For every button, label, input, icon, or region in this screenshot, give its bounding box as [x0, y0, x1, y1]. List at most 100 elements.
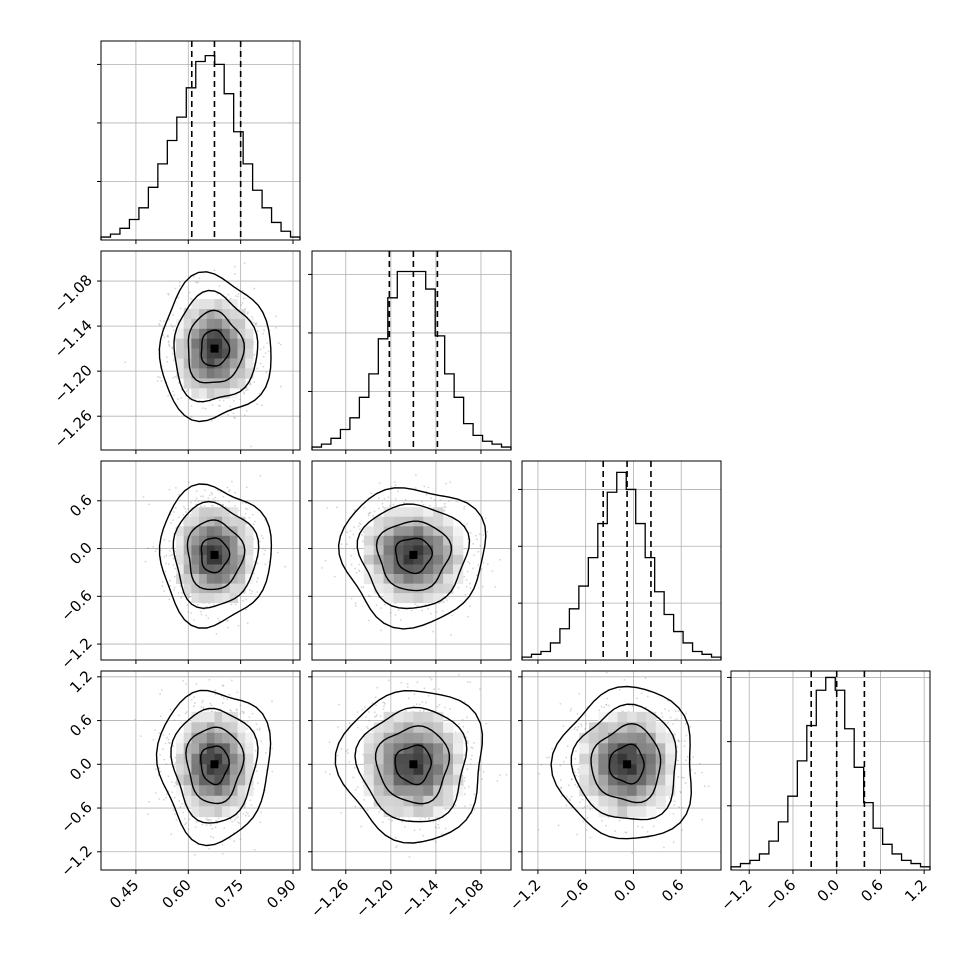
sample-point [353, 766, 356, 769]
sample-point [239, 398, 242, 401]
sample-point [359, 807, 362, 810]
sample-point [481, 585, 484, 588]
sample-point [249, 382, 252, 385]
sample-point [353, 526, 356, 528]
sample-point [466, 570, 469, 573]
sample-point [458, 673, 460, 676]
density-cell [245, 338, 254, 349]
sample-point [234, 504, 236, 507]
sample-point [163, 758, 166, 761]
density-cell [229, 583, 238, 594]
sample-point [251, 315, 254, 318]
sample-point [463, 793, 466, 796]
sample-point [376, 686, 379, 689]
sample-point [445, 482, 447, 485]
sample-point [197, 499, 200, 502]
density-cell [413, 574, 424, 584]
density-cell [214, 526, 223, 537]
sample-point [264, 751, 267, 754]
sample-point [228, 489, 231, 491]
density-cell [183, 318, 192, 330]
density-peak [210, 760, 219, 769]
sample-point [466, 716, 469, 719]
sample-point [482, 770, 485, 773]
sample-point [252, 523, 255, 526]
density-cell [383, 535, 394, 546]
sample-point [395, 710, 398, 712]
density-cell [176, 328, 185, 340]
sample-point [200, 706, 203, 708]
sample-point [468, 562, 471, 565]
density-cell [206, 711, 215, 723]
sample-point [227, 293, 230, 296]
density-cell [206, 743, 215, 755]
density-cell [229, 764, 238, 776]
sample-point [389, 611, 392, 614]
density-cell [183, 348, 192, 359]
density-cell [199, 774, 208, 786]
sample-point [208, 847, 211, 850]
sample-point [205, 614, 208, 617]
sample-point [173, 589, 176, 591]
sample-point [173, 586, 176, 589]
density-cell [199, 574, 208, 584]
histogram-step [521, 471, 722, 660]
sample-point [195, 497, 198, 500]
density-cell [199, 785, 208, 797]
density-cell [229, 299, 238, 310]
sample-point [340, 543, 343, 545]
y-tick-label: −0.6 [57, 586, 95, 624]
density-cell [199, 378, 208, 389]
sample-point [190, 405, 193, 407]
sample-point [428, 817, 431, 820]
sample-point [232, 412, 235, 415]
sample-point [383, 603, 386, 606]
sample-point [394, 836, 397, 839]
sample-point [147, 547, 150, 550]
sample-point [179, 806, 182, 808]
sample-point [237, 293, 240, 295]
sample-point [486, 530, 489, 533]
sample-point [340, 811, 343, 814]
sample-point [451, 614, 453, 617]
sample-point [245, 811, 248, 814]
density-cell [206, 309, 215, 320]
sample-point [439, 499, 442, 501]
sample-point [338, 703, 340, 706]
sample-point [482, 534, 485, 536]
sample-point [361, 708, 364, 711]
sample-point [437, 688, 440, 690]
sample-point [464, 593, 467, 596]
sample-point [241, 710, 243, 713]
sample-point [159, 376, 161, 379]
density-cell [222, 574, 231, 584]
sample-point [168, 345, 171, 347]
sample-point [222, 697, 225, 700]
density-cell [214, 378, 223, 389]
density-cell [214, 358, 223, 369]
sample-point [430, 497, 432, 500]
sample-point [190, 416, 193, 418]
sample-point [187, 388, 189, 391]
sample-point [406, 686, 409, 688]
sample-point [368, 512, 371, 514]
sample-point [397, 490, 399, 493]
sample-point [167, 394, 170, 397]
density-cell [373, 574, 384, 584]
histogram-panel-2 [518, 460, 722, 664]
sample-point [378, 811, 380, 813]
sample-point [187, 508, 190, 510]
density-cell [206, 583, 215, 594]
density-cell [183, 378, 192, 389]
sample-point [185, 822, 187, 824]
sample-point [234, 272, 236, 275]
sample-point [210, 835, 212, 838]
sample-point [347, 752, 349, 754]
sample-point [230, 679, 233, 682]
sample-point [359, 528, 361, 531]
sample-point [440, 833, 443, 835]
sample-point [174, 550, 177, 553]
sample-point [168, 488, 171, 491]
sample-point [434, 840, 437, 843]
sample-point [233, 819, 236, 822]
